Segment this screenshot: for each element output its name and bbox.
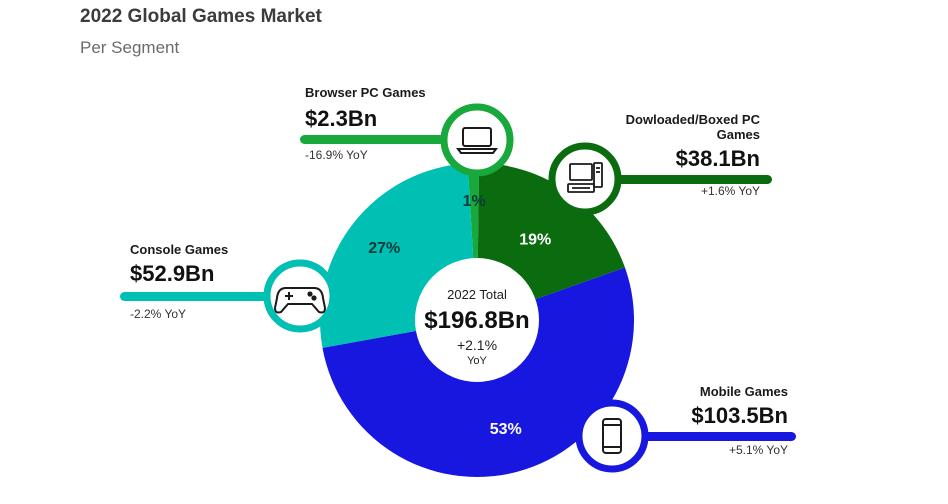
percent-labels: 1% 19% 53% 27% — [368, 193, 551, 438]
downloaded-pc-name: Dowloaded/Boxed PC Games — [625, 112, 760, 142]
downloaded-pc-label: Dowloaded/Boxed PC Games $38.1Bn +1.6% Y… — [610, 112, 760, 198]
pct-label-dowloaded-boxed-pc-games: 19% — [519, 232, 551, 249]
console-name: Console Games — [130, 242, 229, 257]
downloaded-pc-yoy: +1.6% YoY — [700, 184, 760, 198]
gamepad-icon — [273, 287, 327, 314]
browser-pc-badge — [440, 103, 514, 177]
center-hole — [415, 258, 539, 382]
downloaded-pc-value: $38.1Bn — [675, 146, 760, 171]
pct-label-mobile-games: 53% — [490, 421, 522, 438]
pct-label-browser-pc-games: 1% — [463, 193, 486, 210]
browser-pc-value: $2.3Bn — [305, 106, 378, 131]
browser-pc-label: Browser PC Games $2.3Bn -16.9% YoY — [305, 85, 426, 162]
browser-pc-leader — [300, 135, 485, 144]
pct-label-console-games: 27% — [368, 240, 400, 257]
console-label: Console Games $52.9Bn -2.2% YoY — [130, 242, 228, 321]
center-value: $196.8Bn — [424, 307, 529, 334]
center-label: 2022 Total — [447, 287, 507, 302]
mobile-name: Mobile Games — [699, 384, 788, 399]
console-yoy: -2.2% YoY — [130, 307, 187, 321]
mobile-value: $103.5Bn — [691, 403, 788, 428]
chart-subtitle: Per Segment — [80, 38, 180, 57]
mobile-badge — [575, 399, 649, 473]
console-leader — [120, 292, 305, 301]
center-yoy-unit: YoY — [467, 355, 487, 367]
mobile-yoy: +5.1% YoY — [728, 443, 788, 457]
desktop-computer-icon — [567, 162, 603, 193]
mobile-label: Mobile Games $103.5Bn +5.1% YoY — [638, 384, 788, 457]
mobile-leader — [600, 432, 796, 441]
console-badge — [263, 259, 337, 333]
console-value: $52.9Bn — [130, 261, 215, 286]
browser-pc-name: Browser PC Games — [305, 85, 426, 100]
laptop-icon — [456, 127, 498, 154]
chart-title: 2022 Global Games Market — [80, 6, 322, 27]
center-yoy: +2.1% — [457, 337, 497, 353]
smartphone-icon — [602, 418, 622, 454]
browser-pc-yoy: -16.9% YoY — [305, 148, 368, 162]
downloaded-pc-leader — [590, 175, 772, 184]
downloaded-pc-badge — [548, 142, 622, 216]
